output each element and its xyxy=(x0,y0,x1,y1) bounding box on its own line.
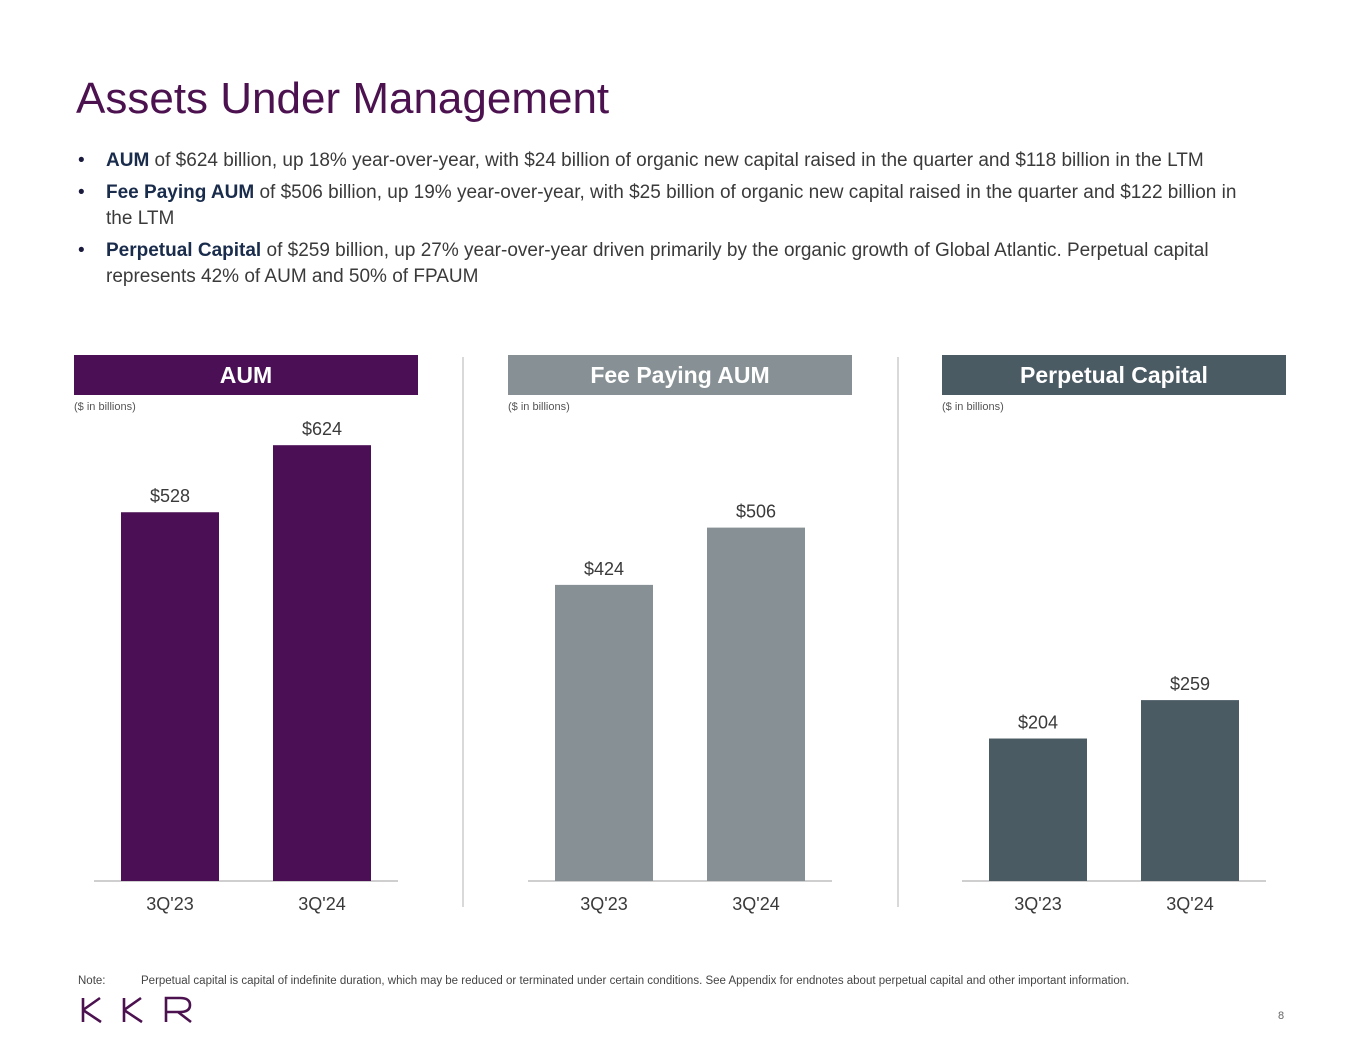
data-label: $624 xyxy=(302,419,342,439)
panel-header: AUM xyxy=(74,355,418,395)
bullet-item-perpetual: • Perpetual Capital of $259 billion, up … xyxy=(76,238,1266,290)
bullet-text: of $506 billion, up 19% year-over-year, … xyxy=(106,182,1237,229)
bullet-text: of $259 billion, up 27% year-over-year d… xyxy=(106,240,1209,287)
bullet-term: Perpetual Capital xyxy=(106,240,262,261)
bullet-dot: • xyxy=(78,240,85,261)
bullet-term: AUM xyxy=(106,150,150,171)
bullet-list: • AUM of $624 billion, up 18% year-over-… xyxy=(76,148,1266,296)
units-note: ($ in billions) xyxy=(74,401,136,413)
units-note: ($ in billions) xyxy=(942,401,1004,413)
x-tick-label: 3Q'23 xyxy=(146,894,193,914)
bullet-text: of $624 billion, up 18% year-over-year, … xyxy=(149,150,1204,171)
bar-chart-aum: $528 3Q'23 $624 3Q'24 xyxy=(94,419,398,914)
bar xyxy=(989,738,1087,881)
note-label: Note: xyxy=(78,975,106,987)
bullet-item-aum: • AUM of $624 billion, up 18% year-over-… xyxy=(76,148,1266,174)
chart-panel-perpetual-capital: Perpetual Capital ($ in billions) $204 3Q… xyxy=(942,355,1286,925)
data-label: $506 xyxy=(736,502,776,522)
page-number: 8 xyxy=(1278,1010,1285,1022)
panel-divider xyxy=(897,357,899,907)
bar xyxy=(121,512,219,881)
x-tick-label: 3Q'23 xyxy=(1014,894,1061,914)
footnote: Note: Perpetual capital is capital of ind… xyxy=(78,975,1129,987)
note-text: Perpetual capital is capital of indefini… xyxy=(141,975,1130,987)
bullet-dot: • xyxy=(78,150,85,171)
chart-panel-fee-paying-aum: Fee Paying AUM ($ in billions) $424 3Q'23… xyxy=(508,355,852,925)
panel-header: Fee Paying AUM xyxy=(508,355,852,395)
bullet-dot: • xyxy=(78,182,85,203)
x-tick-label: 3Q'24 xyxy=(298,894,345,914)
bar xyxy=(273,445,371,881)
data-label: $424 xyxy=(584,559,624,579)
panel-divider xyxy=(462,357,464,907)
bar xyxy=(1141,700,1239,881)
panel-header: Perpetual Capital xyxy=(942,355,1286,395)
bullet-term: Fee Paying AUM xyxy=(106,182,255,203)
kkr-logo xyxy=(81,996,192,1024)
units-note: ($ in billions) xyxy=(508,401,570,413)
data-label: $528 xyxy=(150,486,190,506)
bar-chart-perpetual-capital: $204 3Q'23 $259 3Q'24 xyxy=(962,674,1266,914)
x-tick-label: 3Q'24 xyxy=(1166,894,1213,914)
page-title: Assets Under Management xyxy=(76,74,610,123)
x-tick-label: 3Q'24 xyxy=(732,894,779,914)
bar-chart-fee-paying-aum: $424 3Q'23 $506 3Q'24 xyxy=(528,502,832,914)
bar xyxy=(555,584,653,881)
data-label: $259 xyxy=(1170,674,1210,694)
data-label: $204 xyxy=(1018,713,1058,733)
chart-panel-aum: AUM ($ in billions) $528 3Q'23 $624 3Q'24 xyxy=(74,355,418,925)
bullet-item-fpaum: • Fee Paying AUM of $506 billion, up 19%… xyxy=(76,180,1266,232)
x-tick-label: 3Q'23 xyxy=(580,894,627,914)
bar xyxy=(707,527,805,881)
